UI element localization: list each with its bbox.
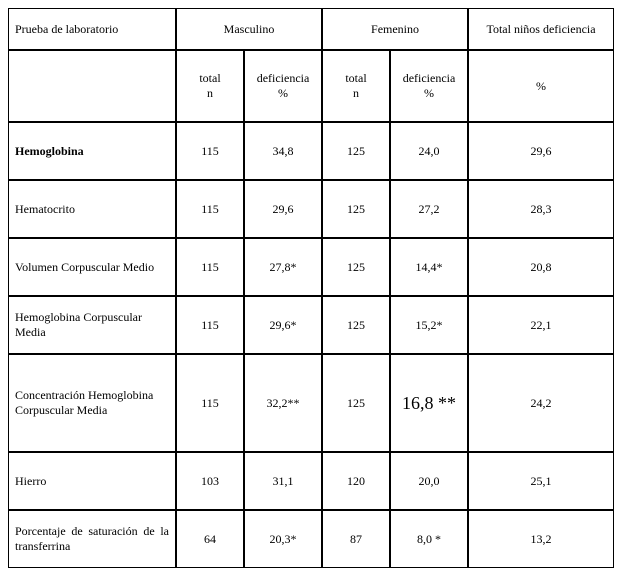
header-femenino: Femenino — [323, 9, 467, 49]
cell-f-n: 87 — [323, 511, 389, 567]
cell-m-def: 29,6 — [245, 181, 321, 237]
row-label: Hemoglobina Corpuscular Media — [9, 297, 175, 353]
cell-f-n: 120 — [323, 453, 389, 509]
header-total-deficiencia: Total niños deficiencia — [469, 9, 613, 49]
header-masculino: Masculino — [177, 9, 321, 49]
cell-total: 29,6 — [469, 123, 613, 179]
cell-f-def: 20,0 — [391, 453, 467, 509]
cell-f-n: 125 — [323, 239, 389, 295]
header-prueba: Prueba de laboratorio — [9, 9, 175, 49]
cell-f-n: 125 — [323, 297, 389, 353]
cell-m-def: 29,6* — [245, 297, 321, 353]
subheader-total-n-f: totaln — [323, 51, 389, 121]
cell-m-n: 115 — [177, 123, 243, 179]
cell-m-n: 115 — [177, 297, 243, 353]
subheader-def-pct-m: deficiencia% — [245, 51, 321, 121]
cell-f-def: 8,0 * — [391, 511, 467, 567]
cell-total: 20,8 — [469, 239, 613, 295]
cell-m-n: 64 — [177, 511, 243, 567]
cell-m-n: 115 — [177, 355, 243, 451]
cell-m-n: 115 — [177, 181, 243, 237]
cell-m-n: 115 — [177, 239, 243, 295]
cell-total: 28,3 — [469, 181, 613, 237]
row-label: Hemoglobina — [9, 123, 175, 179]
cell-m-def: 31,1 — [245, 453, 321, 509]
cell-f-def: 27,2 — [391, 181, 467, 237]
cell-f-def: 16,8 ** — [391, 355, 467, 451]
cell-f-n: 125 — [323, 355, 389, 451]
subheader-total-n-m: totaln — [177, 51, 243, 121]
row-label: Hierro — [9, 453, 175, 509]
cell-m-def: 27,8* — [245, 239, 321, 295]
cell-total: 25,1 — [469, 453, 613, 509]
cell-f-def: 14,4* — [391, 239, 467, 295]
subheader-def-pct-f: deficiencia% — [391, 51, 467, 121]
row-label: Porcentaje de saturación de la transferr… — [9, 511, 175, 567]
cell-f-def: 24,0 — [391, 123, 467, 179]
cell-total: 22,1 — [469, 297, 613, 353]
row-label: Volumen Corpuscular Medio — [9, 239, 175, 295]
cell-f-def: 15,2* — [391, 297, 467, 353]
cell-m-def: 34,8 — [245, 123, 321, 179]
cell-m-n: 103 — [177, 453, 243, 509]
cell-total: 24,2 — [469, 355, 613, 451]
cell-f-n: 125 — [323, 181, 389, 237]
cell-total: 13,2 — [469, 511, 613, 567]
cell-f-n: 125 — [323, 123, 389, 179]
subheader-total-pct: % — [469, 51, 613, 121]
row-label: Concentración Hemoglobina Corpuscular Me… — [9, 355, 175, 451]
row-label: Hematocrito — [9, 181, 175, 237]
cell-m-def: 20,3* — [245, 511, 321, 567]
lab-results-table: Prueba de laboratorioMasculinoFemeninoTo… — [8, 8, 614, 568]
cell-m-def: 32,2** — [245, 355, 321, 451]
